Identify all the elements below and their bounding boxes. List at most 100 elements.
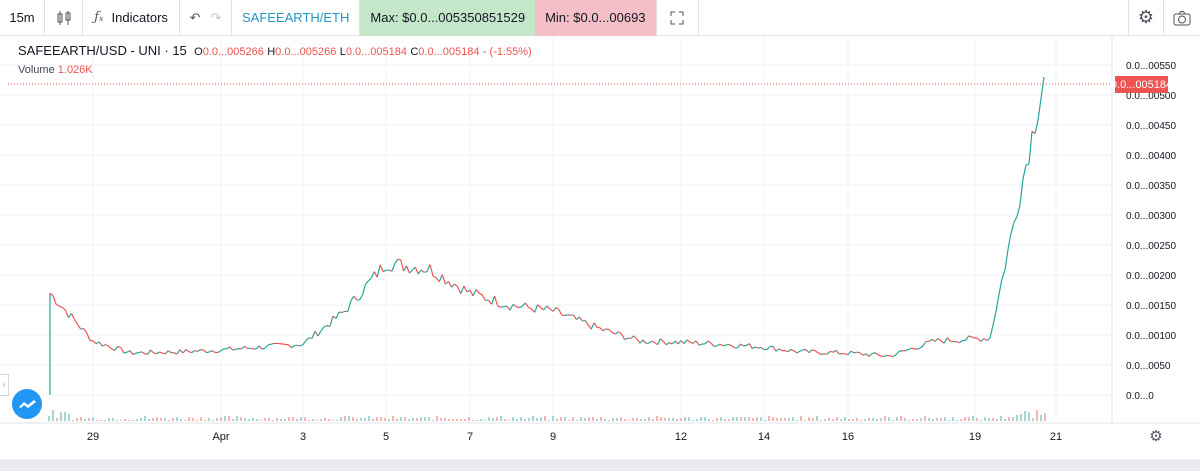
- left-toolbar-handle[interactable]: ‹: [0, 374, 9, 396]
- price-segment: [1013, 216, 1018, 223]
- volume-bar: [920, 418, 922, 421]
- price-tick-label: 0.0...00350: [1126, 181, 1176, 192]
- price-segment: [320, 326, 325, 332]
- price-segment: [373, 271, 378, 278]
- price-segment: [409, 269, 413, 274]
- price-segment: [722, 344, 727, 347]
- price-segment: [531, 308, 536, 313]
- price-segment: [454, 283, 459, 288]
- volume-bar: [100, 420, 102, 421]
- price-segment: [156, 351, 160, 355]
- price-segment: [853, 351, 858, 354]
- price-chart[interactable]: 0.0...00550 0.0...00500 0.0...00450 0.0...0…: [0, 36, 1200, 459]
- price-segment: [608, 329, 613, 334]
- gear-icon: ⚙: [1137, 7, 1155, 27]
- redo-icon[interactable]: ↷: [210, 9, 222, 25]
- volume-bar: [740, 417, 742, 421]
- volume-bar: [636, 418, 638, 421]
- indicators-button[interactable]: ƒₓ Indicators: [83, 0, 180, 36]
- price-segment: [868, 353, 873, 357]
- volume-bar: [792, 417, 794, 421]
- price-segment: [737, 343, 742, 349]
- price-segment: [989, 325, 994, 339]
- price-segment: [497, 305, 501, 308]
- volume-bar: [276, 418, 278, 421]
- volume-bar: [1004, 419, 1006, 421]
- volume-bar: [964, 417, 966, 421]
- price-segment: [731, 345, 736, 349]
- interval-button[interactable]: 15m: [0, 0, 45, 36]
- symbol-button[interactable]: SAFEEARTH/ETH: [232, 0, 361, 36]
- price-segment: [441, 274, 446, 285]
- price-segment: [799, 349, 804, 352]
- screenshot-button[interactable]: [1164, 0, 1200, 36]
- volume-bar: [116, 420, 118, 421]
- fullscreen-button[interactable]: [657, 0, 699, 36]
- volume-bar: [988, 418, 990, 421]
- price-segment: [695, 340, 700, 346]
- volume-bar: [172, 418, 174, 421]
- volume-bar: [896, 417, 898, 421]
- price-segment: [778, 348, 783, 352]
- volume-bar: [880, 418, 882, 421]
- volume-bar: [892, 420, 894, 421]
- volume-bar: [552, 416, 554, 421]
- volume-bar: [948, 420, 950, 421]
- volume-bar: [108, 418, 110, 421]
- volume-bar: [984, 417, 986, 421]
- price-segment: [147, 349, 152, 355]
- volume-bar: [1036, 410, 1038, 421]
- price-segment: [573, 314, 578, 320]
- price-segment: [188, 351, 192, 354]
- volume-bar: [104, 420, 106, 421]
- volume-bar: [508, 420, 510, 421]
- price-segment: [126, 350, 131, 353]
- volume-bar: [236, 416, 238, 421]
- volume-bar: [360, 418, 362, 421]
- price-segment: [862, 353, 867, 356]
- volume-bar: [784, 418, 786, 421]
- low-label: L: [339, 46, 346, 58]
- price-segment: [226, 346, 231, 350]
- price-segment: [612, 332, 616, 335]
- chart-type-button[interactable]: [45, 0, 83, 36]
- volume-bar: [772, 417, 774, 421]
- volume-bar: [260, 420, 262, 421]
- price-segment: [977, 337, 982, 342]
- price-segment: [132, 352, 137, 356]
- undo-icon[interactable]: ↶: [189, 9, 201, 25]
- volume-bar: [148, 419, 150, 421]
- volume-bar: [688, 417, 690, 421]
- function-icon: ƒₓ: [94, 10, 104, 25]
- time-tick-label: 29: [87, 431, 99, 443]
- settings-button[interactable]: ⚙: [1128, 0, 1164, 36]
- price-segment: [895, 350, 900, 355]
- price-segment: [197, 349, 201, 353]
- volume-bar: [256, 419, 258, 421]
- price-segment: [820, 353, 825, 356]
- volume-bar: [264, 418, 266, 421]
- price-segment: [141, 351, 146, 355]
- volume-bar: [328, 419, 330, 421]
- volume-bar: [512, 417, 514, 421]
- volume-bar: [556, 419, 558, 421]
- time-tick-label: 5: [383, 431, 389, 443]
- price-segment: [593, 322, 598, 328]
- price-segment: [176, 349, 181, 355]
- price-tick-label: 0.0...00450: [1126, 121, 1176, 132]
- price-segment: [347, 300, 352, 312]
- price-segment: [633, 335, 638, 340]
- time-tick-label: 9: [550, 431, 556, 443]
- price-segment: [129, 350, 134, 355]
- volume-bar: [168, 420, 170, 421]
- volume-bar: [980, 420, 982, 421]
- price-segment: [889, 355, 894, 358]
- price-segment: [451, 283, 456, 288]
- price-segment: [64, 309, 69, 318]
- price-segment: [677, 340, 682, 345]
- tradingview-logo[interactable]: [12, 389, 42, 419]
- volume-bar: [564, 417, 566, 421]
- price-segment: [754, 346, 759, 349]
- price-segment: [250, 347, 254, 350]
- price-segment: [844, 353, 849, 356]
